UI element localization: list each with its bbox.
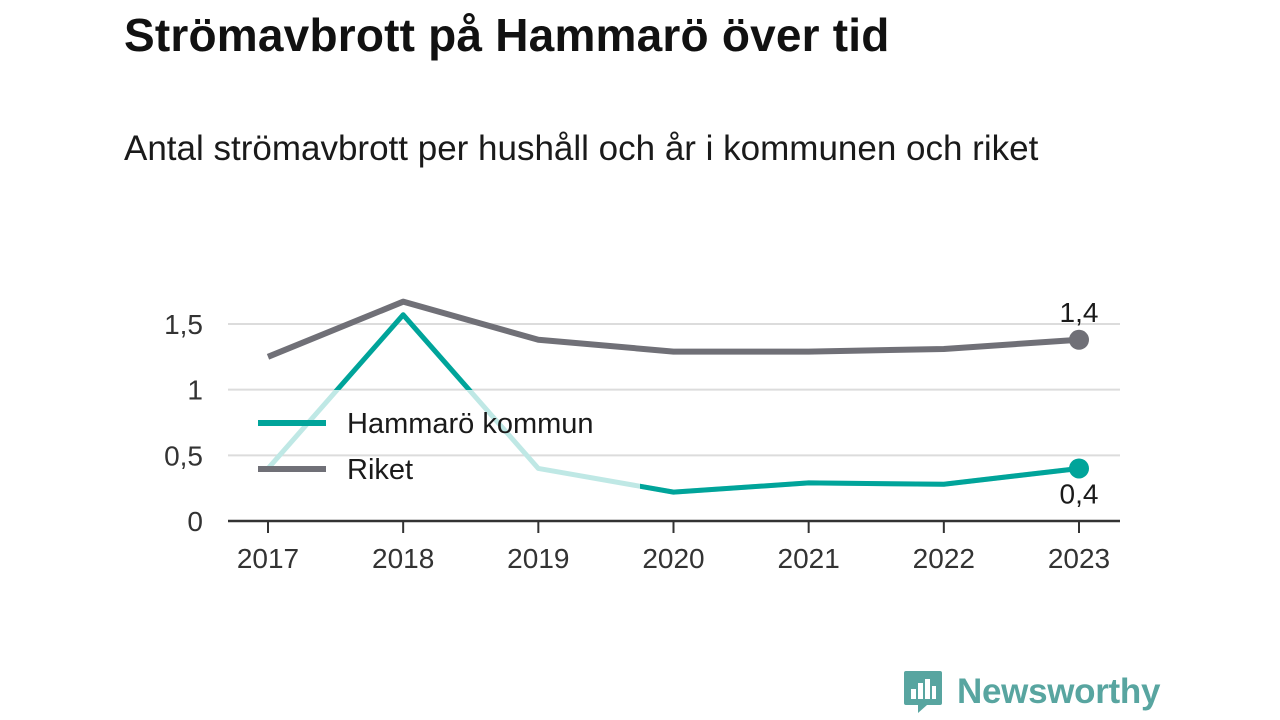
y-tick-label: 1,5	[164, 309, 203, 340]
end-label-riket: 1,4	[1060, 297, 1099, 328]
brand-footer: Newsworthy	[903, 668, 1160, 716]
end-label-hammaro: 0,4	[1060, 478, 1099, 509]
newsworthy-logo-icon	[904, 671, 942, 713]
series-lines	[266, 298, 1089, 495]
y-tick-label: 0	[187, 506, 203, 537]
x-tick-label: 2020	[642, 543, 704, 574]
x-tick-label: 2022	[913, 543, 975, 574]
y-tick-label: 0,5	[164, 440, 203, 471]
x-tick-label: 2018	[372, 543, 434, 574]
x-tick-label: 2017	[237, 543, 299, 574]
end-point-riket	[1069, 329, 1089, 350]
brand-name: Newsworthy	[957, 672, 1161, 711]
legend: Hammarö kommun Riket	[258, 408, 594, 486]
series-line-hammaro	[266, 312, 1080, 495]
x-tick-label: 2023	[1048, 543, 1110, 574]
grid-lines: 0 0,5 1 1,5	[164, 309, 1120, 537]
legend-label: Hammarö kommun	[347, 408, 594, 440]
data-labels: 1,4 0,4	[1060, 297, 1099, 510]
y-tick-label: 1	[187, 375, 203, 406]
end-point-hammaro	[1069, 458, 1089, 479]
x-tick-label: 2019	[507, 543, 569, 574]
chart-title: Strömavbrott på Hammarö över tid	[124, 9, 890, 61]
x-tick-label: 2021	[778, 543, 840, 574]
legend-label: Riket	[347, 454, 413, 486]
chart-subtitle: Antal strömavbrott per hushåll och år i …	[124, 129, 1039, 168]
series-line-riket	[266, 298, 1080, 360]
x-axis: 2017 2018 2019 2020 2021 2022 2023	[228, 519, 1120, 574]
